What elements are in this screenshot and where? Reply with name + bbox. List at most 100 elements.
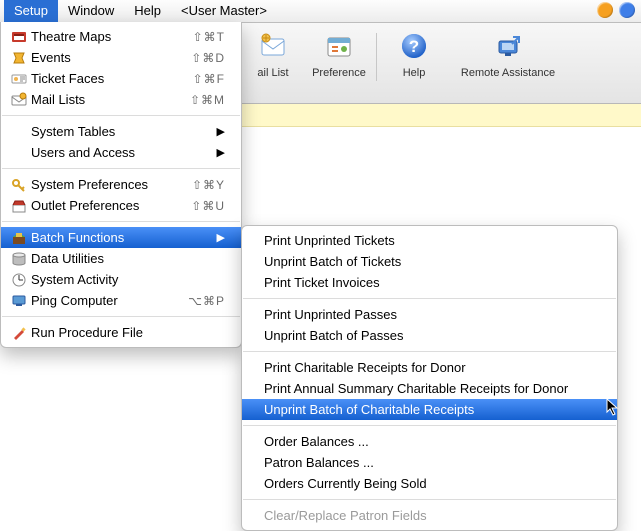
- menuitem-run-procedure-file[interactable]: Run Procedure File: [1, 322, 241, 343]
- menuitem-label: Patron Balances ...: [264, 455, 595, 470]
- menuitem-label: Print Charitable Receipts for Donor: [264, 360, 595, 375]
- toolbar-mail-list-button[interactable]: ail List: [246, 29, 300, 79]
- menuitem-users-and-access[interactable]: Users and Access ▶: [1, 142, 241, 163]
- menuitem-label: Unprint Batch of Tickets: [264, 254, 595, 269]
- system-activity-icon: [9, 272, 29, 288]
- menuitem-clear-replace-patron-fields: Clear/Replace Patron Fields: [242, 505, 617, 526]
- menuitem-patron-balances[interactable]: Patron Balances ...: [242, 452, 617, 473]
- menu-separator: [243, 351, 616, 352]
- toolbar-label: Remote Assistance: [461, 67, 555, 79]
- menuitem-print-annual-summary-receipts[interactable]: Print Annual Summary Charitable Receipts…: [242, 378, 617, 399]
- batch-functions-icon: [9, 230, 29, 246]
- menuitem-label: Theatre Maps: [31, 29, 169, 44]
- menuitem-label: System Tables: [31, 124, 199, 139]
- status-dot-orange: [597, 2, 613, 18]
- menuitem-unprint-batch-charitable-receipts[interactable]: Unprint Batch of Charitable Receipts: [242, 399, 617, 420]
- menuitem-label: Data Utilities: [31, 251, 225, 266]
- toolbar-remote-assistance-button[interactable]: Remote Assistance: [453, 29, 563, 79]
- help-icon: ?: [397, 29, 431, 63]
- toolbar-preference-button[interactable]: Preference: [312, 29, 366, 79]
- run-procedure-icon: [9, 325, 29, 341]
- menuitem-order-balances[interactable]: Order Balances ...: [242, 431, 617, 452]
- menuitem-data-utilities[interactable]: Data Utilities: [1, 248, 241, 269]
- menuitem-label: Users and Access: [31, 145, 199, 160]
- menuitem-shortcut: ⇧⌘T: [193, 30, 225, 44]
- menuitem-ping-computer[interactable]: Ping Computer ⌥⌘P: [1, 290, 241, 311]
- menu-user-master[interactable]: <User Master>: [171, 0, 277, 22]
- menu-separator: [2, 316, 240, 317]
- toolbar-label: Help: [403, 67, 426, 79]
- submenu-arrow-icon: ▶: [217, 231, 225, 244]
- menuitem-shortcut: ⇧⌘Y: [192, 178, 225, 192]
- menuitem-ticket-faces[interactable]: Ticket Faces ⇧⌘F: [1, 68, 241, 89]
- theatre-maps-icon: [9, 29, 29, 45]
- menu-separator: [2, 221, 240, 222]
- menuitem-label: Ticket Faces: [31, 71, 169, 86]
- menuitem-orders-currently-being-sold[interactable]: Orders Currently Being Sold: [242, 473, 617, 494]
- events-icon: [9, 50, 29, 66]
- remote-assistance-icon: [491, 29, 525, 63]
- toolbar-label: ail List: [257, 67, 288, 79]
- menuitem-theatre-maps[interactable]: Theatre Maps ⇧⌘T: [1, 26, 241, 47]
- menuitem-events[interactable]: Events ⇧⌘D: [1, 47, 241, 68]
- menuitem-label: Print Unprinted Passes: [264, 307, 595, 322]
- menuitem-print-ticket-invoices[interactable]: Print Ticket Invoices: [242, 272, 617, 293]
- menuitem-label: Outlet Preferences: [31, 198, 167, 213]
- menuitem-label: Clear/Replace Patron Fields: [264, 508, 595, 523]
- menuitem-label: Run Procedure File: [31, 325, 225, 340]
- menu-window[interactable]: Window: [58, 0, 124, 22]
- menuitem-system-activity[interactable]: System Activity: [1, 269, 241, 290]
- data-utilities-icon: [9, 251, 29, 267]
- menuitem-print-charitable-receipts[interactable]: Print Charitable Receipts for Donor: [242, 357, 617, 378]
- menuitem-label: Print Annual Summary Charitable Receipts…: [264, 381, 595, 396]
- menu-separator: [2, 168, 240, 169]
- menuitem-unprint-batch-of-passes[interactable]: Unprint Batch of Passes: [242, 325, 617, 346]
- ping-computer-icon: [9, 293, 29, 309]
- toolbar-separator: [376, 33, 377, 81]
- status-dot-blue: [619, 2, 635, 18]
- menuitem-system-preferences[interactable]: System Preferences ⇧⌘Y: [1, 174, 241, 195]
- menuitem-shortcut: ⇧⌘M: [190, 93, 225, 107]
- menuitem-label: System Activity: [31, 272, 225, 287]
- menu-separator: [243, 425, 616, 426]
- submenu-arrow-icon: ▶: [217, 125, 225, 138]
- menu-help[interactable]: Help: [124, 0, 171, 22]
- toolbar-help-button[interactable]: ? Help: [387, 29, 441, 79]
- menu-separator: [243, 298, 616, 299]
- menuitem-system-tables[interactable]: System Tables ▶: [1, 121, 241, 142]
- mail-list-icon: [256, 29, 290, 63]
- menubar-status-icons: [597, 2, 635, 18]
- menuitem-shortcut: ⌥⌘P: [188, 294, 225, 308]
- menuitem-label: Print Ticket Invoices: [264, 275, 595, 290]
- menuitem-shortcut: ⇧⌘D: [191, 51, 225, 65]
- menu-separator: [243, 499, 616, 500]
- submenu-arrow-icon: ▶: [217, 146, 225, 159]
- batch-functions-submenu: Print Unprinted Tickets Unprint Batch of…: [241, 225, 618, 531]
- menuitem-print-unprinted-passes[interactable]: Print Unprinted Passes: [242, 304, 617, 325]
- menuitem-unprint-batch-of-tickets[interactable]: Unprint Batch of Tickets: [242, 251, 617, 272]
- menuitem-outlet-preferences[interactable]: Outlet Preferences ⇧⌘U: [1, 195, 241, 216]
- menuitem-label: Mail Lists: [31, 92, 166, 107]
- menuitem-print-unprinted-tickets[interactable]: Print Unprinted Tickets: [242, 230, 617, 251]
- menubar: Setup Window Help <User Master>: [0, 0, 641, 23]
- mail-lists-icon: [9, 92, 29, 108]
- menuitem-label: Events: [31, 50, 167, 65]
- menu-setup[interactable]: Setup: [4, 0, 58, 22]
- menuitem-label: Unprint Batch of Charitable Receipts: [264, 402, 595, 417]
- menu-separator: [2, 115, 240, 116]
- menuitem-label: Print Unprinted Tickets: [264, 233, 595, 248]
- menuitem-label: Order Balances ...: [264, 434, 595, 449]
- menuitem-label: System Preferences: [31, 177, 168, 192]
- ticket-faces-icon: [9, 71, 29, 87]
- preference-icon: [322, 29, 356, 63]
- outlet-icon: [9, 198, 29, 214]
- menuitem-mail-lists[interactable]: Mail Lists ⇧⌘M: [1, 89, 241, 110]
- menuitem-shortcut: ⇧⌘U: [191, 199, 225, 213]
- menuitem-label: Batch Functions: [31, 230, 199, 245]
- menuitem-label: Unprint Batch of Passes: [264, 328, 595, 343]
- toolbar-label: Preference: [312, 67, 366, 79]
- menuitem-batch-functions[interactable]: Batch Functions ▶: [1, 227, 241, 248]
- menuitem-shortcut: ⇧⌘F: [193, 72, 225, 86]
- setup-menu: Theatre Maps ⇧⌘T Events ⇧⌘D Ticket Faces…: [0, 22, 242, 348]
- menuitem-label: Ping Computer: [31, 293, 164, 308]
